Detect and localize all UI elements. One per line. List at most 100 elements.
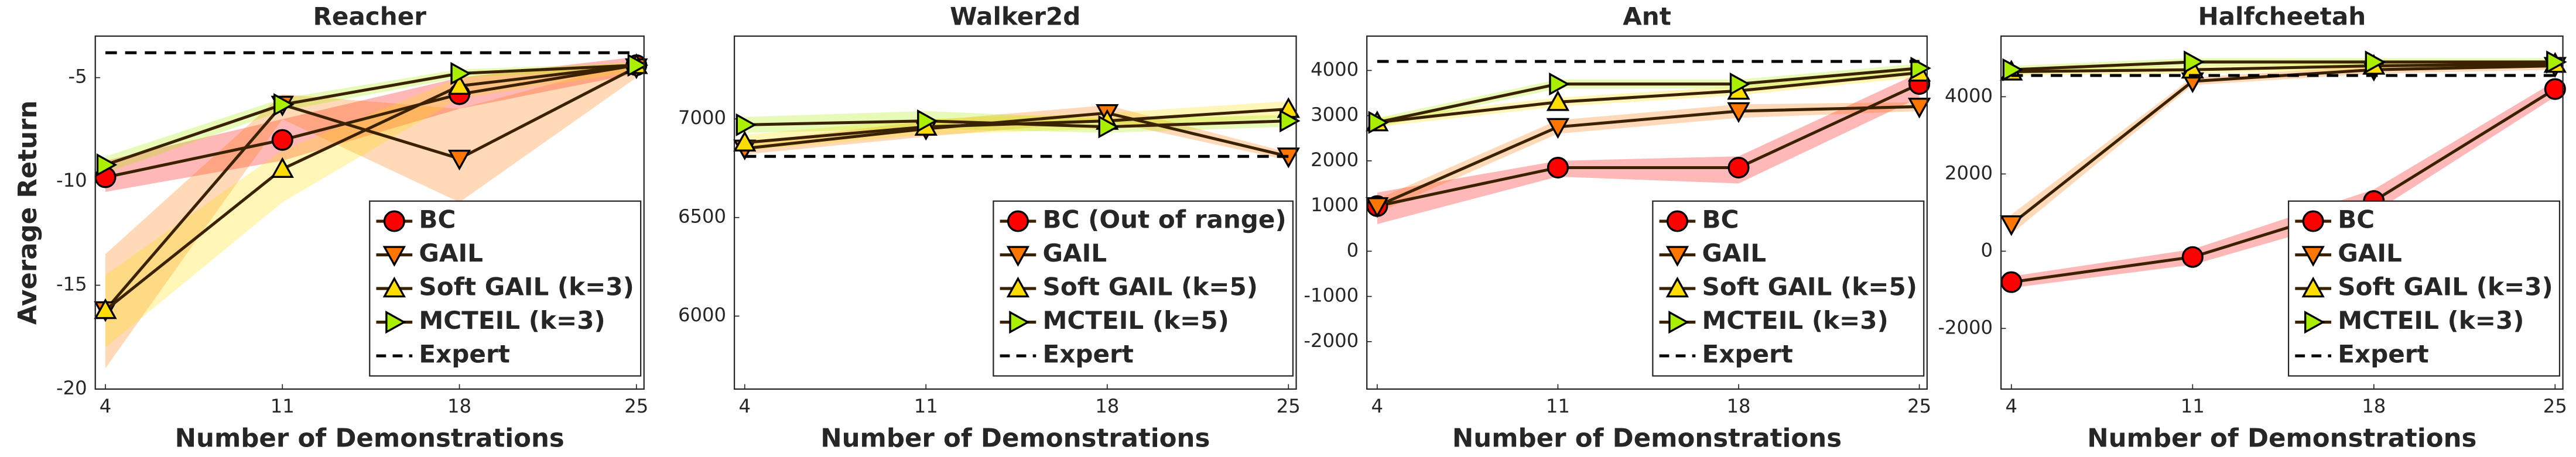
marker <box>1546 118 1570 139</box>
legend: BC GAIL Soft GAIL (k=3) MCTEIL (k=3) Expert <box>2287 200 2561 377</box>
legend-label: Expert <box>1702 340 1793 369</box>
marker <box>382 276 406 298</box>
panel: Walker2d Number of Demonstrations 4 11 18 25 6… <box>678 2 1301 453</box>
marker <box>735 113 757 137</box>
y-tick-label: 3000 <box>1311 104 1359 126</box>
legend-label: Soft GAIL (k=5) <box>1043 273 1258 301</box>
series-line <box>2010 64 2556 226</box>
marker <box>383 210 405 232</box>
legend: BC GAIL Soft GAIL (k=3) MCTEIL (k=3) Expert <box>369 200 642 377</box>
marker <box>2000 271 2023 293</box>
series-line <box>104 63 637 312</box>
marker <box>733 130 757 152</box>
marker <box>2546 50 2567 74</box>
x-axis-label: Number of Demonstrations <box>820 424 1210 453</box>
legend-label: MCTEIL (k=3) <box>419 306 605 335</box>
marker <box>1727 156 1750 178</box>
x-tick-label: 11 <box>914 395 938 417</box>
marker <box>1366 197 1389 218</box>
marker <box>2000 215 2023 236</box>
panel-title: Halfcheetah <box>2198 2 2366 30</box>
series-line <box>1377 83 1920 208</box>
legend-label: GAIL <box>1043 239 1107 267</box>
marker <box>1280 109 1301 133</box>
y-tick-label: 0 <box>1981 239 1993 261</box>
marker <box>2181 246 2204 268</box>
x-tick-label: 25 <box>1277 395 1301 417</box>
x-tick-label: 18 <box>2362 395 2386 417</box>
marker <box>2302 210 2324 232</box>
marker <box>1007 210 1029 232</box>
legend-label: Expert <box>419 340 509 369</box>
legend-label: GAIL <box>1702 239 1767 267</box>
marker <box>1907 98 1931 119</box>
axes-box <box>2000 35 2564 390</box>
marker <box>1910 56 1931 80</box>
marker <box>273 93 295 116</box>
legend-label: MCTEIL (k=3) <box>1702 306 1889 335</box>
marker <box>271 129 293 151</box>
y-tick-label: 2000 <box>1945 162 1993 184</box>
series-line <box>2011 60 2556 71</box>
y-tick-label: 0 <box>1347 239 1359 261</box>
legend-box <box>993 200 1294 377</box>
legend-label: MCTEIL (k=5) <box>1043 306 1229 335</box>
marker <box>271 157 294 178</box>
marker <box>1666 210 1688 232</box>
plot-root: Reacher Number of Demonstrations Average R… <box>13 2 2567 453</box>
legend-label: Soft GAIL (k=5) <box>1702 273 1918 301</box>
panel-title: Ant <box>1623 2 1671 30</box>
x-tick-label: 11 <box>271 395 295 417</box>
axes-box <box>94 35 645 390</box>
legend-label: Expert <box>2338 340 2428 369</box>
marker <box>1006 246 1030 267</box>
series-line <box>105 63 637 179</box>
marker <box>94 298 117 319</box>
marker <box>1546 90 1570 111</box>
legend-box <box>1652 200 1925 377</box>
legend-label: BC <box>1702 205 1739 234</box>
marker <box>1729 72 1751 96</box>
axes-box <box>733 35 1297 390</box>
axes-box <box>1366 35 1928 390</box>
marker <box>1665 276 1689 298</box>
marker <box>1547 156 1569 178</box>
marker <box>1009 310 1030 334</box>
y-tick-label: -15 <box>56 273 87 295</box>
x-tick-label: 18 <box>1726 395 1750 417</box>
x-axis-label: Number of Demonstrations <box>175 424 565 453</box>
x-tick-label: 4 <box>1371 395 1384 417</box>
std-band <box>105 61 637 369</box>
legend-box <box>369 200 642 377</box>
series-line <box>2011 87 2556 284</box>
legend-label: Soft GAIL (k=3) <box>419 273 634 301</box>
legend-label: BC (Out of range) <box>1043 205 1287 234</box>
marker <box>2544 78 2566 100</box>
marker <box>2184 50 2205 74</box>
panel-title: Walker2d <box>950 2 1080 30</box>
series-line <box>744 111 1289 158</box>
y-tick-label: -2000 <box>1304 329 1359 352</box>
series-line <box>2011 62 2556 73</box>
panel: Halfcheetah Number of Demonstrations 4 11 18… <box>1938 2 2567 453</box>
x-tick-label: 11 <box>2181 395 2205 417</box>
legend-label: BC <box>2338 205 2375 234</box>
legend-label: GAIL <box>419 239 483 267</box>
marker <box>917 109 938 133</box>
y-axis-label: Average Return <box>13 101 43 325</box>
legend: BC GAIL Soft GAIL (k=5) MCTEIL (k=3) Expert <box>1652 200 1925 377</box>
y-tick-label: 2000 <box>1311 149 1359 171</box>
y-tick-label: -1000 <box>1304 284 1359 307</box>
marker <box>447 149 471 171</box>
series-line <box>1377 71 1920 124</box>
marker <box>2304 310 2325 334</box>
std-band <box>105 63 637 173</box>
marker <box>2301 246 2325 267</box>
marker <box>1006 276 1030 298</box>
x-tick-label: 25 <box>2543 395 2567 417</box>
panel-title: Reacher <box>313 2 426 30</box>
x-tick-label: 18 <box>447 395 471 417</box>
marker <box>1668 310 1689 334</box>
std-band <box>1377 73 1920 225</box>
y-tick-label: 7000 <box>678 106 726 129</box>
